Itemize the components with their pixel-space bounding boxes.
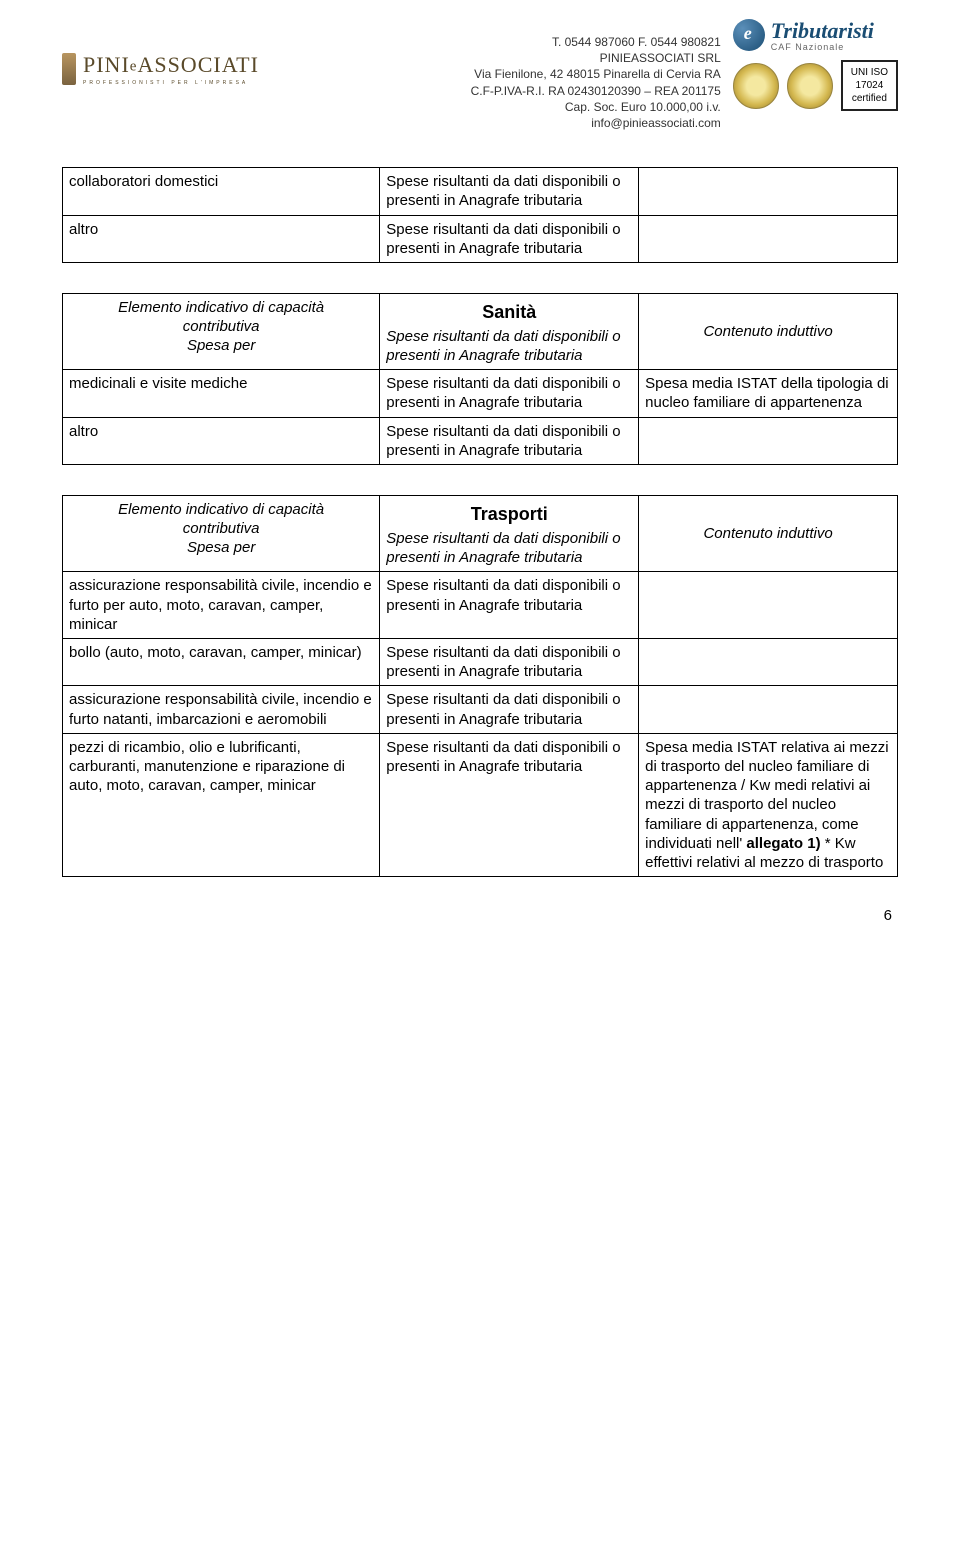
- tributaristi-text: Tributaristi: [771, 18, 874, 43]
- cell-value: [639, 215, 898, 262]
- cell-header-center: Trasporti Spese risultanti da dati dispo…: [380, 496, 639, 572]
- table-row: altro Spese risultanti da dati disponibi…: [63, 417, 898, 464]
- cell-label: altro: [63, 215, 380, 262]
- cell-header: Contenuto induttivo: [639, 293, 898, 369]
- section-title: Trasporti: [386, 500, 632, 529]
- cell-value: [639, 639, 898, 686]
- cell-value: Spesa media ISTAT relativa ai mezzi di t…: [639, 733, 898, 876]
- cell-value: Spese risultanti da dati disponibili o p…: [380, 639, 639, 686]
- table-row: pezzi di ricambio, olio e lubrificanti, …: [63, 733, 898, 876]
- header-line: Elemento indicativo di capacità: [69, 500, 373, 519]
- page-header: PINIeASSOCIATI PROFESSIONISTI PER L'IMPR…: [62, 18, 898, 131]
- table-row: assicurazione responsabilità civile, inc…: [63, 572, 898, 639]
- cell-value: [639, 168, 898, 215]
- header-right: Tributaristi CAF Nazionale UNI ISO 17024…: [733, 18, 898, 111]
- header-line: Spese risultanti da dati disponibili o p…: [386, 327, 632, 365]
- cell-label: altro: [63, 417, 380, 464]
- iso-badge: UNI ISO 17024 certified: [841, 60, 898, 111]
- table-row: altro Spese risultanti da dati disponibi…: [63, 215, 898, 262]
- table-continuation: collaboratori domestici Spese risultanti…: [62, 167, 898, 263]
- header-line: contributiva: [69, 317, 373, 336]
- cell-value: Spese risultanti da dati disponibili o p…: [380, 417, 639, 464]
- cell-header-center: Sanità Spese risultanti da dati disponib…: [380, 293, 639, 369]
- cell-label: assicurazione responsabilità civile, inc…: [63, 572, 380, 639]
- header-line: Spesa per: [69, 538, 373, 557]
- cell-label: collaboratori domestici: [63, 168, 380, 215]
- cell-value: Spese risultanti da dati disponibili o p…: [380, 168, 639, 215]
- company-line: T. 0544 987060 F. 0544 980821: [259, 34, 721, 50]
- logo-icon: [62, 53, 76, 85]
- iso-line: 17024: [851, 79, 888, 92]
- company-line: PINIEASSOCIATI SRL: [259, 50, 721, 66]
- tributaristi-text-wrap: Tributaristi CAF Nazionale: [771, 18, 874, 52]
- cell-value: Spese risultanti da dati disponibili o p…: [380, 215, 639, 262]
- cell-label: medicinali e visite mediche: [63, 370, 380, 417]
- company-line: info@pinieassociati.com: [259, 115, 721, 131]
- table-trasporti: Elemento indicativo di capacità contribu…: [62, 495, 898, 877]
- table-row: bollo (auto, moto, caravan, camper, mini…: [63, 639, 898, 686]
- cell-header: Contenuto induttivo: [639, 496, 898, 572]
- cell-value: [639, 572, 898, 639]
- logo-subtitle: PROFESSIONISTI PER L'IMPRESA: [83, 80, 259, 86]
- section-title: Sanità: [386, 298, 632, 327]
- table-header-row: Elemento indicativo di capacità contribu…: [63, 293, 898, 369]
- logo-rest: ASSOCIATI: [137, 52, 258, 77]
- tributaristi-icon: [733, 19, 765, 51]
- header-line: Elemento indicativo di capacità: [69, 298, 373, 317]
- header-line: contributiva: [69, 519, 373, 538]
- cell-label: pezzi di ricambio, olio e lubrificanti, …: [63, 733, 380, 876]
- logo-main: PINI: [83, 52, 130, 77]
- cell-value: [639, 417, 898, 464]
- cell-header: Elemento indicativo di capacità contribu…: [63, 293, 380, 369]
- cell-value: Spese risultanti da dati disponibili o p…: [380, 686, 639, 733]
- table-row: collaboratori domestici Spese risultanti…: [63, 168, 898, 215]
- iso-line: UNI ISO: [851, 66, 888, 79]
- table-row: medicinali e visite mediche Spese risult…: [63, 370, 898, 417]
- iso-line: certified: [851, 92, 888, 105]
- cell-value: Spese risultanti da dati disponibili o p…: [380, 733, 639, 876]
- header-line: Spesa per: [69, 336, 373, 355]
- header-line: Spese risultanti da dati disponibili o p…: [386, 529, 632, 567]
- table-header-row: Elemento indicativo di capacità contribu…: [63, 496, 898, 572]
- company-line: Cap. Soc. Euro 10.000,00 i.v.: [259, 99, 721, 115]
- logo-text-wrap: PINIeASSOCIATI PROFESSIONISTI PER L'IMPR…: [83, 52, 259, 86]
- tributaristi-sub: CAF Nazionale: [771, 42, 874, 52]
- company-line: Via Fienilone, 42 48015 Pinarella di Cer…: [259, 66, 721, 82]
- logo-text: PINIeASSOCIATI: [83, 52, 259, 78]
- cell-value: [639, 686, 898, 733]
- cell-header: Elemento indicativo di capacità contribu…: [63, 496, 380, 572]
- badges-row: UNI ISO 17024 certified: [733, 60, 898, 111]
- cell-label: bollo (auto, moto, caravan, camper, mini…: [63, 639, 380, 686]
- badge-icon: [787, 63, 833, 109]
- tributaristi-logo: Tributaristi CAF Nazionale: [733, 18, 874, 52]
- logo-block: PINIeASSOCIATI PROFESSIONISTI PER L'IMPR…: [62, 18, 259, 86]
- page-number: 6: [62, 907, 898, 924]
- company-info: T. 0544 987060 F. 0544 980821 PINIEASSOC…: [259, 18, 733, 131]
- cell-label: assicurazione responsabilità civile, inc…: [63, 686, 380, 733]
- cell-value: Spesa media ISTAT della tipologia di nuc…: [639, 370, 898, 417]
- badge-icon: [733, 63, 779, 109]
- cell-value: Spese risultanti da dati disponibili o p…: [380, 370, 639, 417]
- table-sanita: Elemento indicativo di capacità contribu…: [62, 293, 898, 465]
- company-line: C.F-P.IVA-R.I. RA 02430120390 – REA 2011…: [259, 83, 721, 99]
- cell-text-bold: allegato 1): [746, 835, 820, 852]
- table-row: assicurazione responsabilità civile, inc…: [63, 686, 898, 733]
- cell-value: Spese risultanti da dati disponibili o p…: [380, 572, 639, 639]
